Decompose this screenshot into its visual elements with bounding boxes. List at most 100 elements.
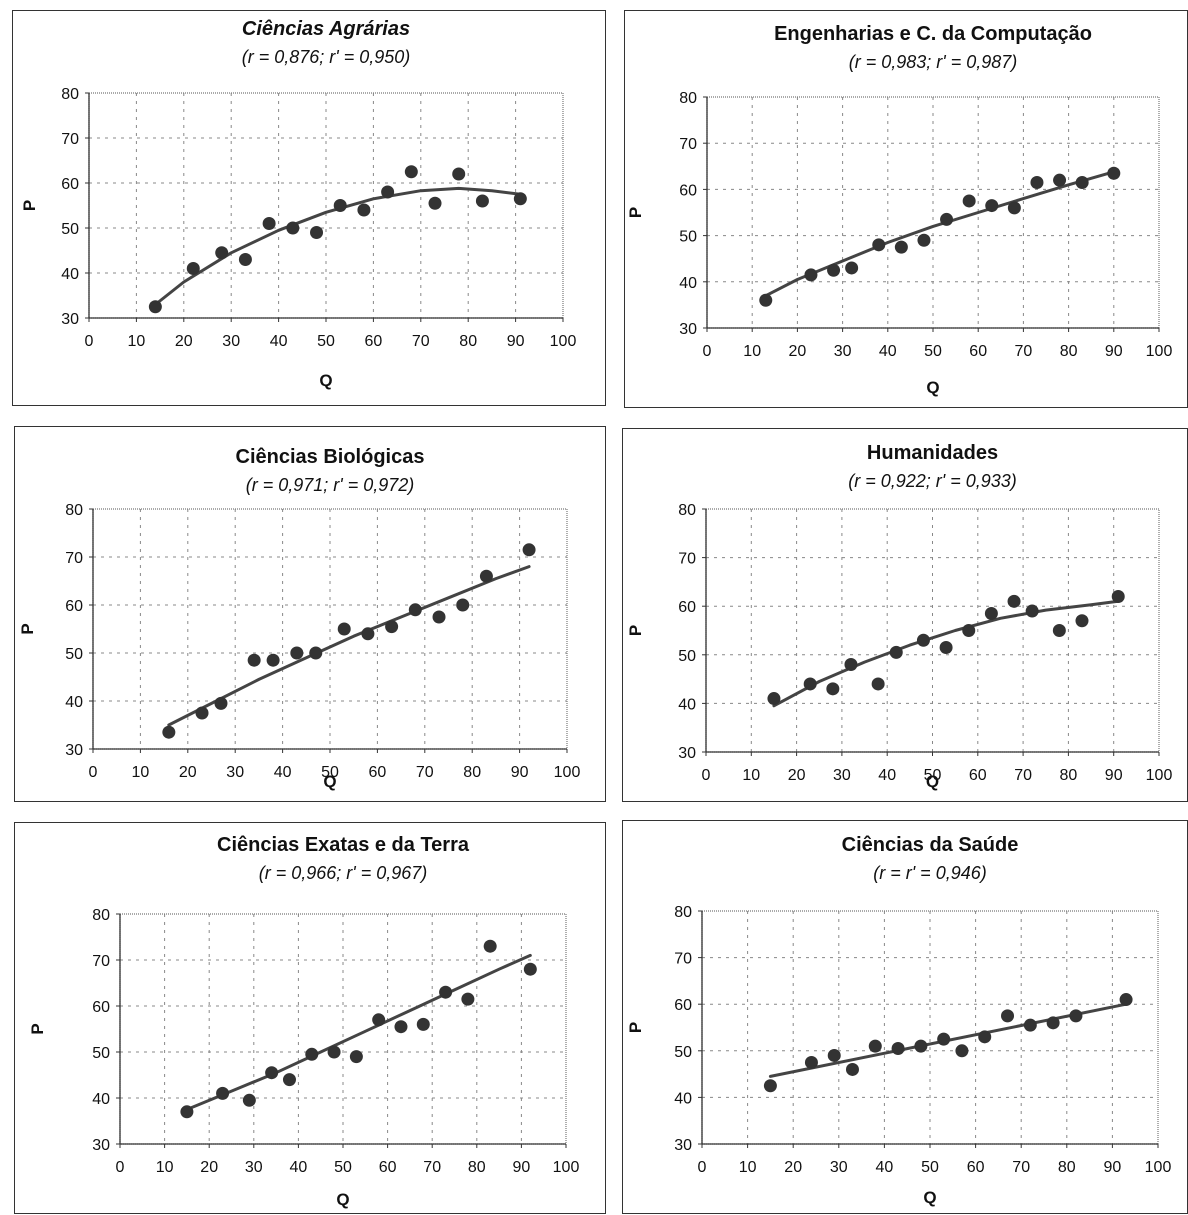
y-tick-label: 30 <box>61 311 79 328</box>
x-tick-label: 20 <box>788 767 806 784</box>
grid <box>702 911 1158 1144</box>
x-tick-label: 60 <box>969 767 987 784</box>
data-point <box>239 253 252 266</box>
data-point <box>845 261 858 274</box>
x-tick-label: 90 <box>507 333 525 350</box>
y-tick-label: 70 <box>674 951 692 968</box>
y-tick-label: 70 <box>65 550 83 567</box>
x-tick-label: 70 <box>412 333 430 350</box>
x-tick-label: 50 <box>334 1159 352 1176</box>
data-point <box>759 294 772 307</box>
data-point <box>180 1105 193 1118</box>
chart-panel-humanidades: Humanidades (r = 0,922; r' = 0,933) 0 10 20 3… <box>622 428 1188 802</box>
x-tick-label: 0 <box>703 343 712 360</box>
data-point <box>248 654 261 667</box>
data-point <box>433 611 446 624</box>
data-point <box>439 986 452 999</box>
data-point <box>869 1040 882 1053</box>
chart-title: Engenharias e C. da Computação <box>774 23 1092 45</box>
data-point <box>914 1040 927 1053</box>
y-tick-label: 60 <box>678 599 696 616</box>
y-tick-label: 80 <box>674 904 692 921</box>
y-tick-label: 80 <box>65 502 83 519</box>
x-tick-label: 90 <box>511 764 529 781</box>
grid <box>93 509 567 749</box>
data-point <box>890 646 903 659</box>
x-tick-label: 20 <box>200 1159 218 1176</box>
data-point <box>214 697 227 710</box>
data-point <box>310 226 323 239</box>
x-tick-label: 60 <box>379 1159 397 1176</box>
data-point <box>283 1073 296 1086</box>
data-point <box>149 300 162 313</box>
data-point <box>828 1049 841 1062</box>
y-tick-label: 40 <box>678 696 696 713</box>
data-point <box>267 654 280 667</box>
data-point <box>361 627 374 640</box>
data-point <box>357 204 370 217</box>
y-tick-label: 30 <box>674 1137 692 1154</box>
x-tick-label: 0 <box>116 1159 125 1176</box>
chart-panel-ciencias-exatas: Ciências Exatas e da Terra (r = 0,966; r'… <box>14 822 606 1214</box>
x-tick-label: 40 <box>290 1159 308 1176</box>
x-tick-label: 90 <box>1105 767 1123 784</box>
data-point <box>394 1020 407 1033</box>
x-tick-label: 30 <box>833 767 851 784</box>
x-tick-label: 0 <box>698 1159 707 1176</box>
data-point <box>985 607 998 620</box>
y-tick-label: 60 <box>679 182 697 199</box>
y-tick-label: 60 <box>65 598 83 615</box>
data-point <box>1008 201 1021 214</box>
data-point <box>523 543 536 556</box>
data-point <box>476 195 489 208</box>
data-point <box>1053 624 1066 637</box>
x-axis-label: Q <box>923 1188 936 1207</box>
chart-subtitle: (r = 0,971; r' = 0,972) <box>246 475 415 495</box>
data-point <box>1076 176 1089 189</box>
chart-panel-ciencias-saude: Ciências da Saúde (r = r' = 0,946) 0 10 20 30… <box>622 820 1188 1214</box>
x-tick-label: 100 <box>1145 1159 1172 1176</box>
x-tick-label: 90 <box>513 1159 531 1176</box>
data-point <box>804 268 817 281</box>
data-point <box>917 234 930 247</box>
data-point <box>524 963 537 976</box>
data-point <box>216 1087 229 1100</box>
chart-panel-ciencias-agrarias: Ciências Agrárias (r = 0,876; r' = 0,950)… <box>12 10 606 406</box>
x-tick-label: 70 <box>1015 343 1033 360</box>
y-tick-label: 50 <box>92 1045 110 1062</box>
data-point <box>215 246 228 259</box>
x-tick-label: 0 <box>702 767 711 784</box>
y-tick-label: 50 <box>65 646 83 663</box>
data-point <box>872 238 885 251</box>
data-point <box>243 1094 256 1107</box>
x-tick-label: 100 <box>554 764 581 781</box>
y-tick-label: 30 <box>678 745 696 762</box>
data-point <box>290 647 303 660</box>
y-tick-label: 40 <box>61 266 79 283</box>
chart-subtitle: (r = 0,966; r' = 0,967) <box>259 863 428 883</box>
x-axis-label: Q <box>323 772 336 791</box>
x-tick-label: 30 <box>226 764 244 781</box>
x-tick-label: 10 <box>128 333 146 350</box>
x-tick-label: 70 <box>1014 767 1032 784</box>
data-point <box>286 222 299 235</box>
data-point <box>334 199 347 212</box>
x-tick-label: 30 <box>222 333 240 350</box>
x-tick-label: 20 <box>784 1159 802 1176</box>
y-tick-label: 40 <box>679 275 697 292</box>
chart-title: Ciências da Saúde <box>842 834 1019 856</box>
data-point <box>895 241 908 254</box>
x-tick-label: 0 <box>85 333 94 350</box>
y-axis-label: P <box>18 623 37 634</box>
grid <box>706 509 1159 752</box>
x-tick-label: 70 <box>423 1159 441 1176</box>
x-tick-label: 60 <box>369 764 387 781</box>
data-point <box>940 641 953 654</box>
x-tick-label: 10 <box>743 343 761 360</box>
y-axis-label: P <box>28 1023 47 1034</box>
x-tick-label: 80 <box>1058 1159 1076 1176</box>
data-point <box>1107 167 1120 180</box>
trend-line <box>187 955 530 1109</box>
x-tick-label: 40 <box>879 343 897 360</box>
x-tick-label: 30 <box>830 1159 848 1176</box>
